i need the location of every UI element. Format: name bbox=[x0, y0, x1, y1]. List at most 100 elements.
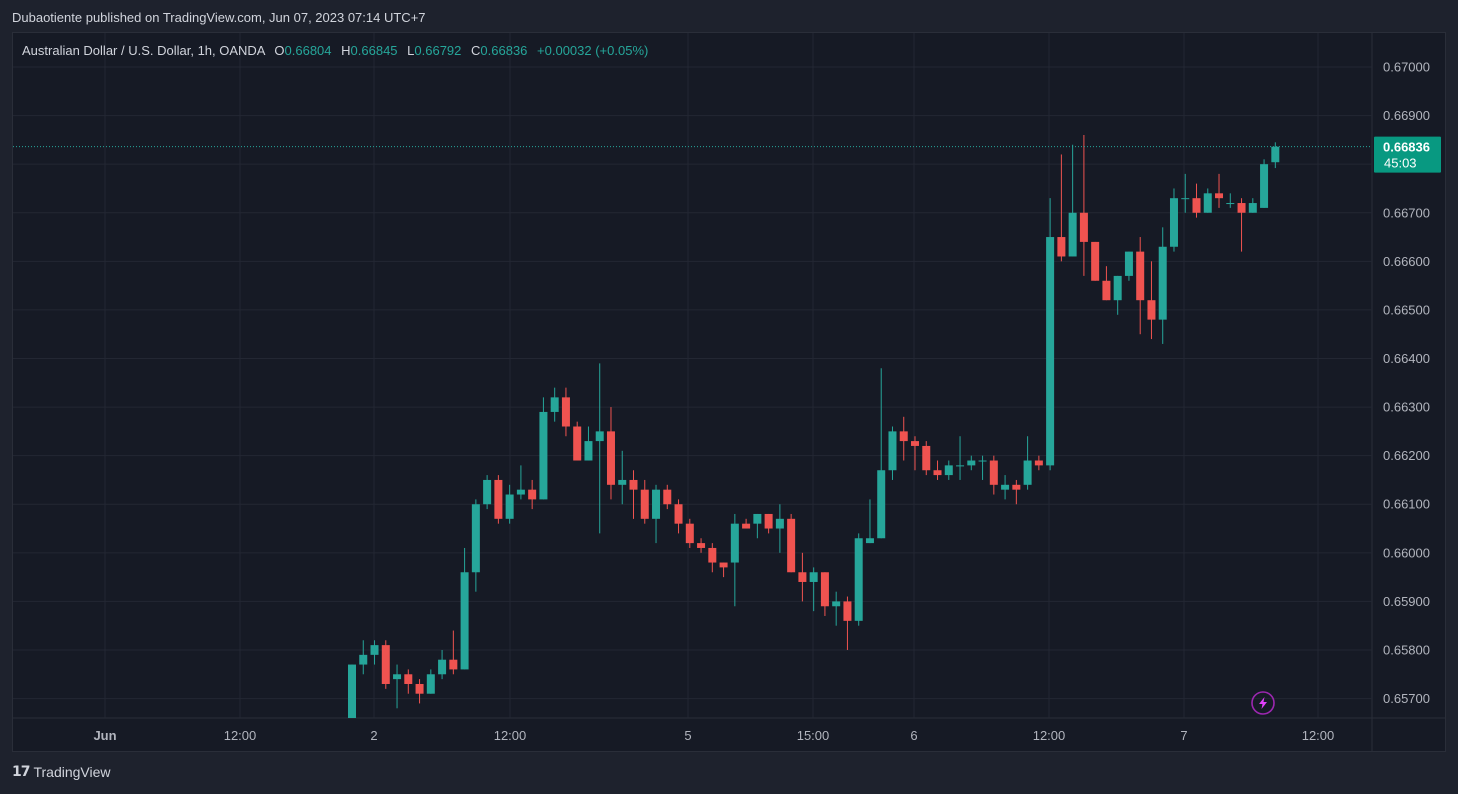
candle-down[interactable] bbox=[573, 421, 582, 461]
candle-down[interactable] bbox=[764, 513, 773, 534]
candle-up[interactable] bbox=[1068, 144, 1077, 257]
candle-up[interactable] bbox=[516, 465, 525, 500]
candle-up[interactable] bbox=[1023, 436, 1032, 490]
candle-down[interactable] bbox=[674, 499, 683, 534]
candle-up[interactable] bbox=[967, 455, 976, 471]
candle-up[interactable] bbox=[1169, 188, 1178, 252]
candle-down[interactable] bbox=[629, 470, 638, 519]
candle-up[interactable] bbox=[1203, 188, 1212, 213]
y-tick-label: 0.67000 bbox=[1383, 60, 1430, 75]
candle-up[interactable] bbox=[888, 426, 897, 480]
candle-down[interactable] bbox=[1057, 154, 1066, 262]
candle-up[interactable] bbox=[584, 426, 593, 461]
candle-down[interactable] bbox=[640, 479, 649, 524]
candle-up[interactable] bbox=[956, 436, 965, 480]
candle-down[interactable] bbox=[989, 455, 998, 495]
candle-down[interactable] bbox=[798, 552, 807, 602]
symbol-description[interactable]: Australian Dollar / U.S. Dollar, 1h, OAN… bbox=[22, 43, 265, 58]
candle-body bbox=[1102, 280, 1111, 301]
candle-up[interactable] bbox=[877, 368, 886, 539]
candle-up[interactable] bbox=[854, 533, 863, 626]
candle-up[interactable] bbox=[809, 567, 818, 612]
candle-up[interactable] bbox=[1260, 159, 1269, 208]
candle-down[interactable] bbox=[1136, 237, 1145, 335]
candle-up[interactable] bbox=[1001, 475, 1010, 500]
candle-down[interactable] bbox=[606, 407, 615, 500]
candle-down[interactable] bbox=[404, 669, 413, 694]
candle-down[interactable] bbox=[697, 538, 706, 553]
candle-down[interactable] bbox=[561, 387, 570, 437]
candle-down[interactable] bbox=[1034, 455, 1043, 471]
candle-up[interactable] bbox=[944, 460, 953, 480]
candle-up[interactable] bbox=[595, 363, 604, 534]
candle-up[interactable] bbox=[1248, 198, 1257, 213]
candle-down[interactable] bbox=[742, 518, 751, 529]
candle-up[interactable] bbox=[1124, 251, 1133, 281]
candle-up[interactable] bbox=[393, 664, 402, 709]
candle-up[interactable] bbox=[1181, 173, 1190, 213]
candle-up[interactable] bbox=[348, 664, 356, 718]
candle-up[interactable] bbox=[1271, 142, 1280, 169]
candle-down[interactable] bbox=[719, 562, 728, 578]
lightning-icon[interactable] bbox=[1251, 691, 1275, 715]
candle-body bbox=[595, 431, 604, 442]
candle-down[interactable] bbox=[708, 543, 717, 573]
candle-up[interactable] bbox=[865, 499, 874, 544]
candle-down[interactable] bbox=[1147, 261, 1156, 340]
candle-up[interactable] bbox=[618, 450, 627, 505]
candle-up[interactable] bbox=[370, 640, 379, 665]
candle-down[interactable] bbox=[1012, 479, 1021, 505]
candle-up[interactable] bbox=[652, 484, 661, 544]
candle-up[interactable] bbox=[438, 649, 447, 680]
candle-down[interactable] bbox=[911, 436, 919, 471]
candle-body bbox=[956, 465, 965, 467]
candle-down[interactable] bbox=[449, 630, 458, 675]
candle-down[interactable] bbox=[933, 460, 942, 480]
candle-down[interactable] bbox=[1079, 135, 1088, 276]
candle-up[interactable] bbox=[775, 504, 784, 553]
candle-body bbox=[685, 523, 694, 544]
candle-body bbox=[539, 411, 548, 500]
candle-down[interactable] bbox=[820, 572, 829, 616]
candle-down[interactable] bbox=[1091, 241, 1100, 281]
candle-body bbox=[1169, 198, 1178, 247]
candle-body bbox=[1192, 198, 1201, 213]
candle-down[interactable] bbox=[528, 479, 537, 510]
candle-up[interactable] bbox=[978, 455, 987, 480]
candle-down[interactable] bbox=[685, 518, 694, 548]
candle-up[interactable] bbox=[832, 591, 841, 626]
candle-up[interactable] bbox=[483, 475, 492, 510]
candle-up[interactable] bbox=[505, 484, 514, 524]
candle-down[interactable] bbox=[843, 596, 852, 650]
x-tick-label: 6 bbox=[910, 728, 917, 743]
chart-frame[interactable] bbox=[12, 32, 1446, 752]
candle-up[interactable] bbox=[1113, 275, 1122, 315]
candle-up[interactable] bbox=[1226, 193, 1235, 208]
candle-up[interactable] bbox=[359, 640, 368, 675]
candle-up[interactable] bbox=[539, 397, 548, 500]
candle-down[interactable] bbox=[922, 441, 931, 476]
candle-up[interactable] bbox=[471, 499, 480, 592]
candle-up[interactable] bbox=[1046, 198, 1055, 471]
candle-down[interactable] bbox=[663, 484, 672, 510]
candle-body bbox=[618, 479, 627, 485]
candle-down[interactable] bbox=[381, 640, 390, 689]
candle-down[interactable] bbox=[415, 679, 424, 704]
candle-down[interactable] bbox=[1102, 266, 1111, 301]
candle-up[interactable] bbox=[753, 513, 762, 539]
candle-up[interactable] bbox=[550, 387, 559, 422]
candle-down[interactable] bbox=[1192, 183, 1201, 218]
candle-down[interactable] bbox=[494, 475, 503, 524]
tradingview-logo[interactable]: 17 TradingView bbox=[12, 764, 111, 780]
candle-down[interactable] bbox=[899, 416, 908, 461]
candle-up[interactable] bbox=[730, 513, 739, 607]
candle-down[interactable] bbox=[1215, 173, 1224, 208]
y-tick-label: 0.66300 bbox=[1383, 400, 1430, 415]
candle-up[interactable] bbox=[426, 669, 435, 694]
candle-down[interactable] bbox=[787, 513, 796, 573]
candle-up[interactable] bbox=[460, 547, 469, 670]
candle-body bbox=[1260, 164, 1269, 208]
candle-up[interactable] bbox=[1158, 227, 1167, 344]
candle-down[interactable] bbox=[1237, 198, 1246, 252]
